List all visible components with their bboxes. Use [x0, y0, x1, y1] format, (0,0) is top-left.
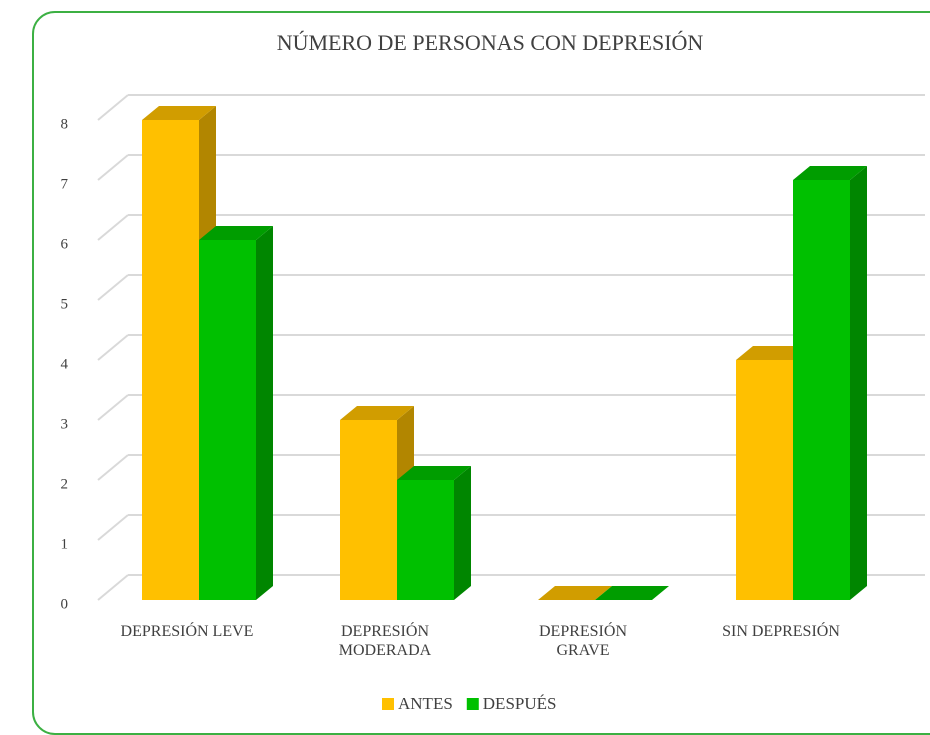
bar — [199, 240, 256, 600]
bar-side — [256, 226, 273, 600]
legend-swatch — [466, 698, 479, 710]
bar — [793, 180, 850, 600]
bar-top — [397, 466, 471, 480]
bar-top — [340, 406, 414, 420]
grid-line — [97, 574, 129, 601]
grid-line — [97, 214, 129, 241]
bar-top — [793, 166, 867, 180]
legend-label: ANTES — [398, 694, 453, 713]
grid-line — [97, 514, 129, 541]
grid-line — [97, 154, 129, 181]
y-tick-label: 2 — [61, 476, 69, 492]
grid-line — [97, 274, 129, 301]
bar — [340, 420, 397, 600]
grid-line — [97, 454, 129, 481]
x-tick-label: SIN DEPRESIÓN — [722, 623, 840, 640]
bar-top — [199, 226, 273, 240]
y-tick-label: 8 — [61, 116, 69, 132]
x-tick-label: DEPRESIÓN MODERADA — [338, 623, 432, 659]
bar — [142, 120, 199, 600]
grid-line — [97, 94, 129, 121]
bar-top — [595, 586, 669, 600]
bar-side — [850, 166, 867, 600]
legend-label: DESPUÉS — [483, 694, 557, 713]
y-tick-label: 3 — [61, 416, 69, 432]
legend-swatch — [382, 698, 394, 710]
grid-line — [97, 334, 129, 361]
bar — [397, 480, 454, 600]
bar-top — [736, 346, 810, 360]
y-tick-label: 6 — [61, 236, 69, 252]
grid-line — [97, 394, 129, 421]
bar — [736, 360, 793, 600]
bar-top — [142, 106, 216, 120]
chart-title: NÚMERO DE PERSONAS CON DEPRESIÓN — [277, 30, 704, 55]
bar-top — [538, 586, 612, 600]
y-tick-label: 0 — [61, 596, 69, 612]
y-tick-label: 7 — [61, 176, 69, 192]
y-tick-label: 4 — [61, 356, 69, 372]
y-tick-label: 5 — [61, 296, 69, 312]
x-tick-label: DEPRESIÓN LEVE — [120, 623, 254, 640]
bar-side — [454, 466, 471, 600]
y-tick-label: 1 — [61, 536, 69, 552]
x-tick-label: DEPRESIÓN GRAVE — [538, 623, 627, 659]
